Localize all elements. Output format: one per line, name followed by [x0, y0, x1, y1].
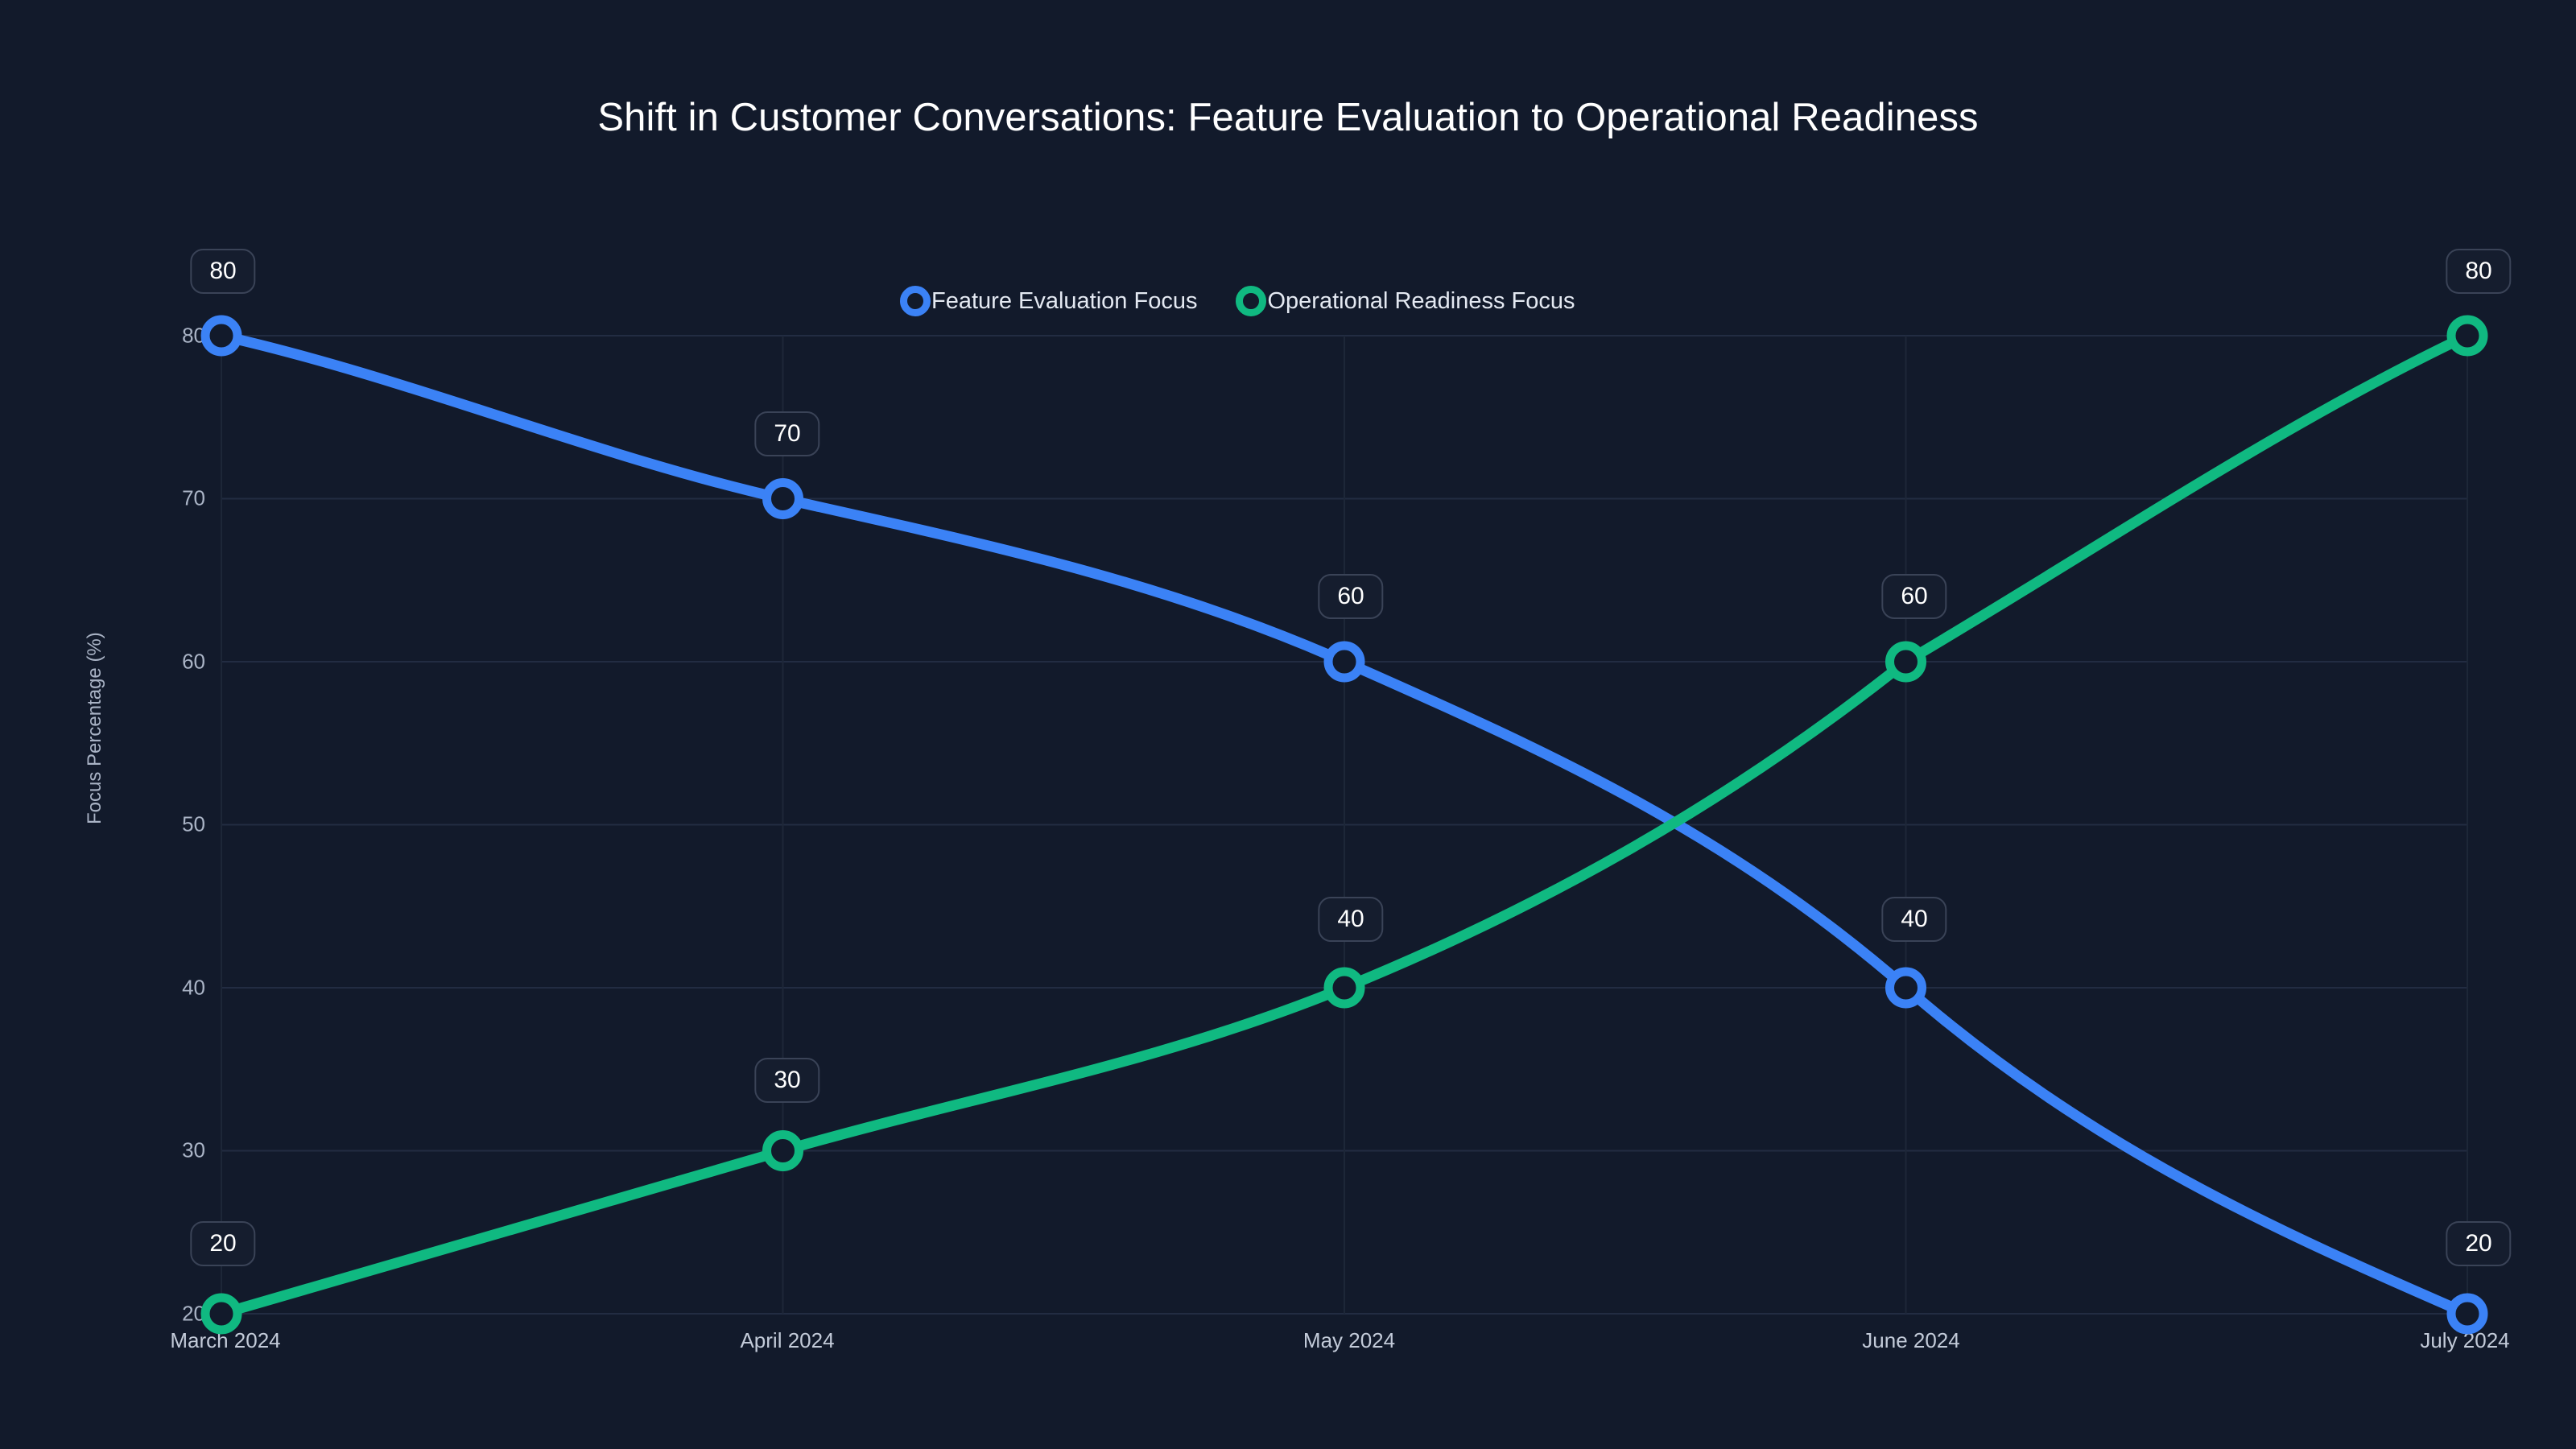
y-tick-50: 50 — [182, 811, 205, 836]
y-tick-40: 40 — [182, 975, 205, 1000]
value-badge-green-july: 80 — [2446, 249, 2512, 294]
legend-ring-icon-green — [1236, 286, 1267, 316]
y-tick-80: 80 — [182, 323, 205, 348]
value-badge-green-june: 60 — [1881, 574, 1947, 619]
x-tick-may-2024: May 2024 — [1302, 1328, 1396, 1352]
data-point-blue-may[interactable] — [1323, 641, 1365, 683]
value-badge-blue-march: 80 — [190, 249, 256, 294]
legend-label-feature-evaluation: Feature Evaluation Focus — [931, 287, 1198, 314]
value-badge-blue-july: 20 — [2446, 1221, 2512, 1266]
y-tick-70: 70 — [182, 485, 205, 510]
data-point-blue-april[interactable] — [762, 478, 803, 519]
chart-legend: Feature Evaluation Focus Operational Rea… — [900, 286, 1575, 316]
y-tick-30: 30 — [182, 1137, 205, 1162]
plot-area — [200, 315, 2488, 1335]
value-badge-blue-june: 40 — [1881, 897, 1947, 942]
data-point-green-june[interactable] — [1885, 641, 1926, 683]
x-tick-april-2024: April 2024 — [740, 1328, 835, 1352]
data-point-green-march[interactable] — [200, 1293, 242, 1335]
gridlines — [221, 335, 2468, 1315]
y-axis-title: Focus Percentage (%) — [84, 632, 105, 824]
data-point-green-july[interactable] — [2446, 315, 2488, 357]
series-plot — [200, 315, 2488, 1335]
value-badge-green-april: 30 — [754, 1058, 820, 1103]
data-point-blue-june[interactable] — [1885, 967, 1926, 1009]
legend-ring-icon-blue — [900, 286, 931, 316]
data-point-green-april[interactable] — [762, 1130, 803, 1171]
value-badge-green-march: 20 — [190, 1221, 256, 1266]
y-tick-60: 60 — [182, 649, 205, 674]
data-point-green-may[interactable] — [1323, 967, 1365, 1009]
x-tick-june-2024: June 2024 — [1862, 1328, 1960, 1352]
series-line-feature-evaluation — [216, 330, 2473, 1319]
data-point-blue-march[interactable] — [200, 315, 242, 357]
series-line-operational-readiness — [216, 330, 2473, 1319]
legend-item-feature-evaluation[interactable]: Feature Evaluation Focus — [900, 286, 1197, 316]
legend-label-operational-readiness: Operational Readiness Focus — [1267, 287, 1575, 314]
value-badge-green-may: 40 — [1318, 897, 1384, 942]
data-point-blue-july[interactable] — [2446, 1293, 2488, 1335]
value-badge-blue-may: 60 — [1318, 574, 1384, 619]
value-badge-blue-april: 70 — [754, 411, 820, 456]
legend-item-operational-readiness[interactable]: Operational Readiness Focus — [1236, 286, 1575, 316]
y-tick-20: 20 — [182, 1301, 205, 1326]
chart-title: Shift in Customer Conversations: Feature… — [597, 96, 1979, 139]
